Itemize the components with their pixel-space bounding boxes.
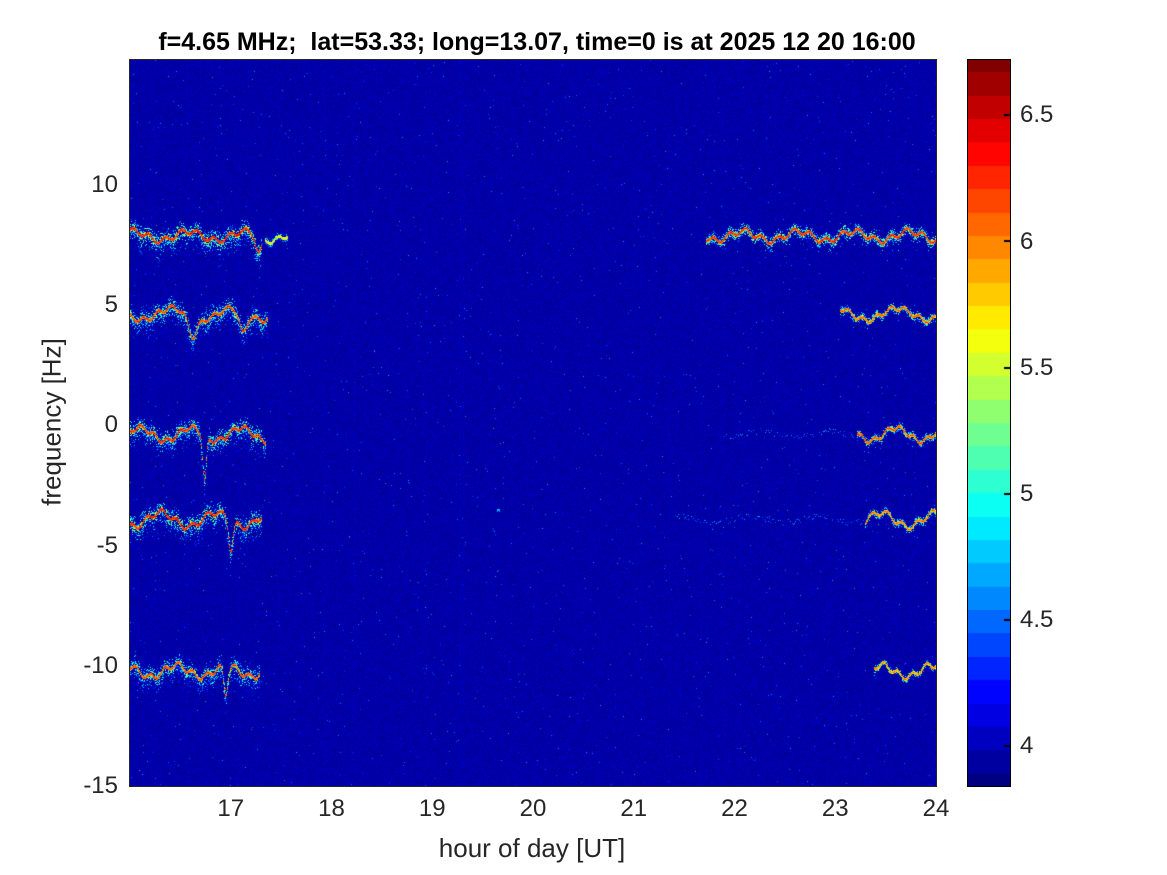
x-tick-label: 19 xyxy=(418,795,446,822)
y-tick-label: -5 xyxy=(96,531,118,559)
y-tick-label: 10 xyxy=(91,171,118,198)
y-tick-label: -15 xyxy=(83,772,118,799)
colorbar-tick-label: 6.5 xyxy=(1020,101,1054,129)
colorbar xyxy=(967,59,1011,787)
colorbar-tick-label: 4.5 xyxy=(1020,605,1054,633)
x-tick-label: 23 xyxy=(821,795,849,822)
x-axis-label: hour of day [UT] xyxy=(438,833,626,863)
colorbar-tick-label: 5 xyxy=(1020,479,1034,507)
x-tick-label: 18 xyxy=(318,795,345,822)
x-tick-label: 24 xyxy=(922,795,950,822)
colorbar-tick-label: 6 xyxy=(1020,227,1034,255)
y-tick-label: -10 xyxy=(83,651,118,679)
spectrogram-canvas xyxy=(130,60,936,786)
colorbar-tick-label: 5.5 xyxy=(1020,353,1054,381)
x-tick-label: 21 xyxy=(620,795,648,822)
colorbar-tick-label: 4 xyxy=(1020,731,1034,759)
x-tick-label: 22 xyxy=(721,795,748,822)
colorbar-canvas xyxy=(968,60,1010,786)
chart-title: f=4.65 MHz; lat=53.33; long=13.07, time=… xyxy=(158,28,916,56)
y-tick-label: 5 xyxy=(104,291,118,319)
x-tick-label: 20 xyxy=(519,795,547,822)
x-tick-label: 17 xyxy=(217,795,245,822)
y-tick-label: 0 xyxy=(104,411,118,439)
plot-area xyxy=(129,59,937,787)
